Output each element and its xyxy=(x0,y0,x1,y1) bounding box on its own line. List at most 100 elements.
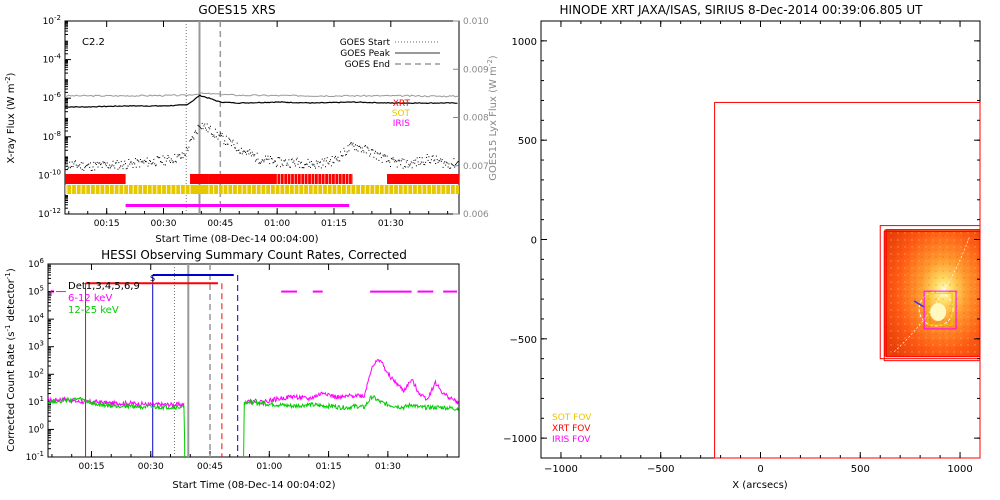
goes-short-point xyxy=(248,153,250,155)
hessi-y-label: Corrected Count Rate (s-1 detector-1) xyxy=(4,268,17,452)
hinode-title: HINODE XRT JAXA/ISAS, SIRIUS 8-Dec-2014 … xyxy=(560,3,924,17)
goes-short-point xyxy=(320,161,321,163)
goes-short-point xyxy=(427,159,429,161)
goes-short-point xyxy=(299,166,301,168)
goes-short-point xyxy=(195,130,196,132)
goes-y-tick-base: 10 xyxy=(38,171,50,181)
flag-f-marker: F xyxy=(50,289,55,298)
goes-short-point xyxy=(229,138,231,140)
goes-short-point xyxy=(231,141,233,143)
goes-short-point xyxy=(345,154,347,155)
goes-short-point xyxy=(179,154,181,155)
goes-short-point xyxy=(368,149,370,151)
goes-short-point xyxy=(148,162,150,164)
goes-short-point xyxy=(354,149,356,151)
goes-short-point xyxy=(366,146,368,148)
xrt-observation-bar xyxy=(387,174,459,184)
goes-short-point xyxy=(446,162,448,164)
hessi-y-tick-label: 102 xyxy=(28,367,44,380)
goes-short-point xyxy=(197,124,199,126)
goes-short-point xyxy=(444,161,446,163)
goes-short-point xyxy=(399,160,401,162)
goes-short-point xyxy=(220,132,221,134)
goes-short-point xyxy=(210,125,211,127)
goes-y2-tick-label: 0.008 xyxy=(463,114,489,124)
goes-short-point xyxy=(340,155,342,157)
goes-short-point xyxy=(307,158,309,160)
hinode-y-tick-label: 500 xyxy=(518,136,537,147)
goes-y2-tick-label: 0.007 xyxy=(463,162,489,172)
goes-short-point xyxy=(433,160,435,162)
goes-short-point xyxy=(437,162,439,164)
goes-x-tick-label: 00:15 xyxy=(94,219,120,229)
goes-short-point xyxy=(317,161,319,163)
goes-short-point xyxy=(333,162,335,164)
goes-short-point xyxy=(228,137,230,139)
hessi-y-tick-label: 10-1 xyxy=(26,450,44,463)
goes-short-point xyxy=(125,168,127,170)
goes-short-point xyxy=(431,155,433,157)
goes-short-point xyxy=(206,123,208,125)
goes-short-point xyxy=(370,153,371,155)
goes-short-point xyxy=(235,150,237,152)
goes-short-point xyxy=(337,156,339,158)
goes-short-point xyxy=(250,155,252,157)
goes-short-point xyxy=(363,151,365,153)
goes-short-point xyxy=(204,123,206,125)
goes-short-point xyxy=(324,158,326,160)
goes-short-point xyxy=(400,160,402,162)
goes-short-point xyxy=(180,157,181,159)
goes-y2-label: GOES15 Lyx Flux (W m-2) xyxy=(486,55,499,181)
goes-short-point xyxy=(425,157,427,158)
goes-short-point xyxy=(149,160,151,161)
goes-y2-tick-label: 0.009 xyxy=(463,65,489,75)
goes-short-point xyxy=(150,163,152,165)
goes-short-point xyxy=(457,161,459,163)
goes-short-point xyxy=(190,139,191,141)
goes-short-point xyxy=(344,150,346,152)
goes-short-point xyxy=(390,157,392,159)
goes-short-point xyxy=(200,128,202,130)
sot-gap-stripes xyxy=(66,185,456,194)
goes-short-point xyxy=(280,159,282,161)
goes-short-point xyxy=(442,166,444,168)
goes-short-point xyxy=(257,158,259,160)
goes-short-point xyxy=(285,164,287,166)
goes-x-axis: 00:15 00:30 00:45 01:00 01:15 01:30 xyxy=(68,21,449,229)
goes-short-point xyxy=(73,163,75,165)
goes-short-point xyxy=(450,163,452,165)
goes-short-point xyxy=(301,167,303,169)
xrt-gap-stripes xyxy=(276,174,353,184)
goes-short-point xyxy=(302,167,304,169)
goes-short-point xyxy=(236,142,238,144)
hinode-y-tick-label: 1000 xyxy=(512,37,537,48)
goes-short-point xyxy=(72,166,74,167)
goes-short-point xyxy=(438,160,440,162)
goes-y-tick-label: 10-6 xyxy=(43,91,62,104)
goes-short-point xyxy=(120,165,121,167)
goes-short-point xyxy=(327,162,329,164)
hinode-x-tick-label: 500 xyxy=(851,464,870,475)
goes-short-point xyxy=(85,166,86,168)
goes-short-point xyxy=(383,155,385,157)
hessi-y-tick-base: 10 xyxy=(28,315,40,325)
goes-short-point xyxy=(164,157,166,159)
goes-short-point xyxy=(113,165,115,167)
goes-short-point xyxy=(410,161,412,163)
goes-short-point xyxy=(360,151,362,153)
goes-short-point xyxy=(91,169,93,171)
goes-short-point xyxy=(304,164,306,166)
hessi-y-tick-base: 10 xyxy=(28,260,40,270)
goes-x-tick-label: 01:00 xyxy=(264,219,290,229)
goes-short-point xyxy=(387,160,389,162)
xrt-observation-bar xyxy=(208,174,353,184)
hessi-y-tick-exp: 0 xyxy=(40,422,44,430)
goes-short-point xyxy=(110,165,112,167)
goes-y2-tick-label: 0.010 xyxy=(463,17,489,27)
goes-short-point xyxy=(215,136,217,138)
goes-short-point xyxy=(430,159,432,161)
hinode-y-tick-label: −500 xyxy=(510,335,537,346)
goes-short-point xyxy=(339,160,341,162)
hessi-y-tick-exp: 5 xyxy=(40,285,44,293)
goes-short-point xyxy=(420,161,422,163)
